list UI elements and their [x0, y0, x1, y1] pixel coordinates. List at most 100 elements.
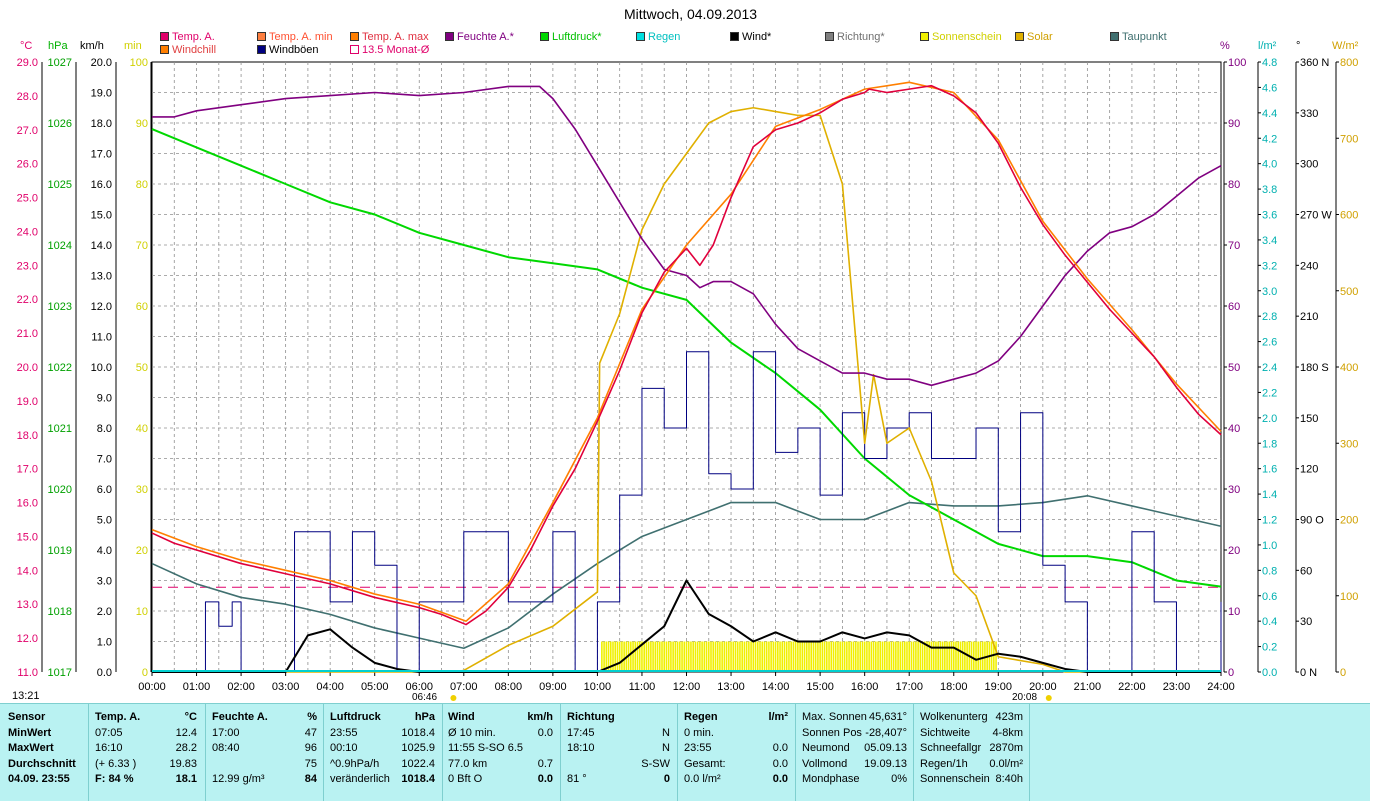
solar-tick-label: 500	[1340, 286, 1358, 298]
min-tick-label: 0	[142, 667, 148, 679]
footer-wind: Wind km/h Ø 10 min. 0.0 11:55 S-SO 6.5 77.…	[448, 710, 553, 788]
wind-tick-label: 10.0	[91, 362, 112, 374]
footer-value: 1018.4	[401, 773, 435, 786]
x-tick-label: 05:00	[361, 681, 389, 693]
temp-tick-label: 14.0	[17, 565, 38, 577]
x-tick-label: 00:00	[138, 681, 166, 693]
footer-feuchte: Feuchte A.% 17:00 47 08:40 96 75 12.99 g/m…	[212, 710, 317, 788]
footer-value: 12.4	[175, 726, 197, 739]
temp-tick-label: 24.0	[17, 226, 38, 238]
footer-value: 0	[663, 773, 670, 786]
footer-header: Richtung	[567, 711, 615, 723]
min-axis-unit: min	[124, 40, 142, 52]
footer-value: -28,407°	[865, 726, 907, 739]
rain-tick-label: 3.4	[1262, 235, 1277, 247]
solar-tick-label: 800	[1340, 57, 1358, 69]
legend-sonnenschein[interactable]: Sonnenschein	[920, 31, 1002, 44]
hum-tick-label: 80	[1228, 179, 1240, 191]
legend-temp[interactable]: Temp. A.	[160, 31, 215, 44]
legend-richtung[interactable]: Richtung*	[825, 31, 885, 44]
wind-tick-label: 7.0	[97, 454, 112, 466]
footer-value: 84	[304, 773, 317, 786]
hum-tick-label: 100	[1228, 57, 1246, 69]
footer-value: 0.7	[537, 757, 553, 770]
hum-tick-label: 20	[1228, 545, 1240, 557]
legend: Temp. A. Temp. A. min Temp. A. max Feuch…	[0, 31, 1381, 61]
legend-solar[interactable]: Solar	[1015, 31, 1053, 44]
x-tick-label: 20:00	[1029, 681, 1057, 693]
temp-tick-label: 11.0	[17, 667, 38, 679]
legend-swatch	[540, 32, 549, 41]
press-tick-label: 1025	[48, 179, 72, 191]
legend-label: Regen	[648, 31, 681, 43]
x-tick-label: 18:00	[940, 681, 968, 693]
wind-tick-label: 8.0	[97, 423, 112, 435]
legend-temp-max[interactable]: Temp. A. max	[350, 31, 429, 44]
wind-tick-label: 13.0	[91, 271, 112, 283]
wind-tick-label: 5.0	[97, 515, 112, 527]
temp-tick-label: 23.0	[17, 260, 38, 272]
footer-value: 45,631°	[868, 711, 907, 723]
footer-divider	[323, 704, 324, 801]
hum-tick-label: 60	[1228, 301, 1240, 313]
min-tick-label: 50	[136, 362, 148, 374]
legend-swatch	[257, 32, 266, 41]
dir-tick-label: 120	[1300, 464, 1318, 476]
footer-richtung: Richtung 17:45 N 18:10 N S-SW 81 ° 0	[567, 710, 670, 788]
x-tick-label: 19:00	[985, 681, 1013, 693]
dir-tick-label: 360 N	[1300, 57, 1329, 69]
dir-tick-label: 0 N	[1300, 667, 1317, 679]
rain-tick-label: 4.4	[1262, 108, 1277, 120]
sunset-icon	[1045, 695, 1052, 701]
legend-monat-avg[interactable]: 13.5 Monat-Ø	[350, 44, 429, 57]
temp-tick-label: 26.0	[17, 159, 38, 171]
footer-cell: Schneefallgr	[920, 742, 982, 755]
footer-divider	[1029, 704, 1030, 801]
footer-value: N	[662, 726, 670, 739]
legend-windboeen[interactable]: Windböen	[257, 44, 319, 57]
min-tick-label: 30	[136, 484, 148, 496]
x-tick-label: 10:00	[584, 681, 612, 693]
footer-header: Sensor	[8, 711, 46, 723]
wind-tick-label: 12.0	[91, 301, 112, 313]
rain-tick-label: 0.0	[1262, 667, 1277, 679]
sunrise-label: 06:46	[412, 692, 438, 703]
legend-regen[interactable]: Regen	[636, 31, 680, 44]
x-tick-label: 03:00	[272, 681, 300, 693]
legend-wind[interactable]: Wind*	[730, 31, 771, 44]
legend-feuchte[interactable]: Feuchte A.*	[445, 31, 514, 44]
temp-tick-label: 13.0	[17, 599, 38, 611]
legend-temp-min[interactable]: Temp. A. min	[257, 31, 333, 44]
wind-tick-label: 9.0	[97, 393, 112, 405]
footer-cell: 16:10	[95, 742, 123, 755]
min-tick-label: 100	[130, 57, 148, 69]
x-tick-label: 23:00	[1163, 681, 1191, 693]
sunrise-icon	[450, 695, 457, 701]
legend-taupunkt[interactable]: Taupunkt	[1110, 31, 1167, 44]
solar-tick-label: 100	[1340, 591, 1358, 603]
rain-tick-label: 3.0	[1262, 286, 1277, 298]
x-tick-label: 07:00	[450, 681, 478, 693]
footer-unit: km/h	[527, 711, 553, 723]
footer-cell: 17:45	[567, 726, 595, 739]
footer-misc: Wolkenunterg 423m Sichtweite 4-8km Schneef…	[920, 710, 1023, 788]
footer-value: 47	[304, 726, 317, 739]
temp-tick-label: 15.0	[17, 531, 38, 543]
series-wind-line	[152, 579, 1221, 673]
hum-tick-label: 40	[1228, 423, 1240, 435]
legend-swatch	[350, 32, 359, 41]
footer-cell: 17:00	[212, 726, 240, 739]
footer-cell: 07:05	[95, 726, 123, 739]
legend-label: 13.5 Monat-Ø	[362, 44, 430, 56]
legend-luftdruck[interactable]: Luftdruck*	[540, 31, 602, 44]
series-tempa-line	[151, 84, 1222, 626]
press-tick-label: 1021	[48, 423, 72, 435]
wind-axis-unit: km/h	[80, 40, 104, 52]
hum-tick-label: 0	[1228, 667, 1234, 679]
rain-tick-label: 1.2	[1262, 515, 1277, 527]
rain-tick-label: 2.2	[1262, 387, 1277, 399]
press-tick-label: 1024	[48, 240, 72, 252]
wind-tick-label: 3.0	[97, 576, 112, 588]
legend-windchill[interactable]: Windchill	[160, 44, 216, 57]
press-tick-label: 1027	[48, 57, 72, 69]
